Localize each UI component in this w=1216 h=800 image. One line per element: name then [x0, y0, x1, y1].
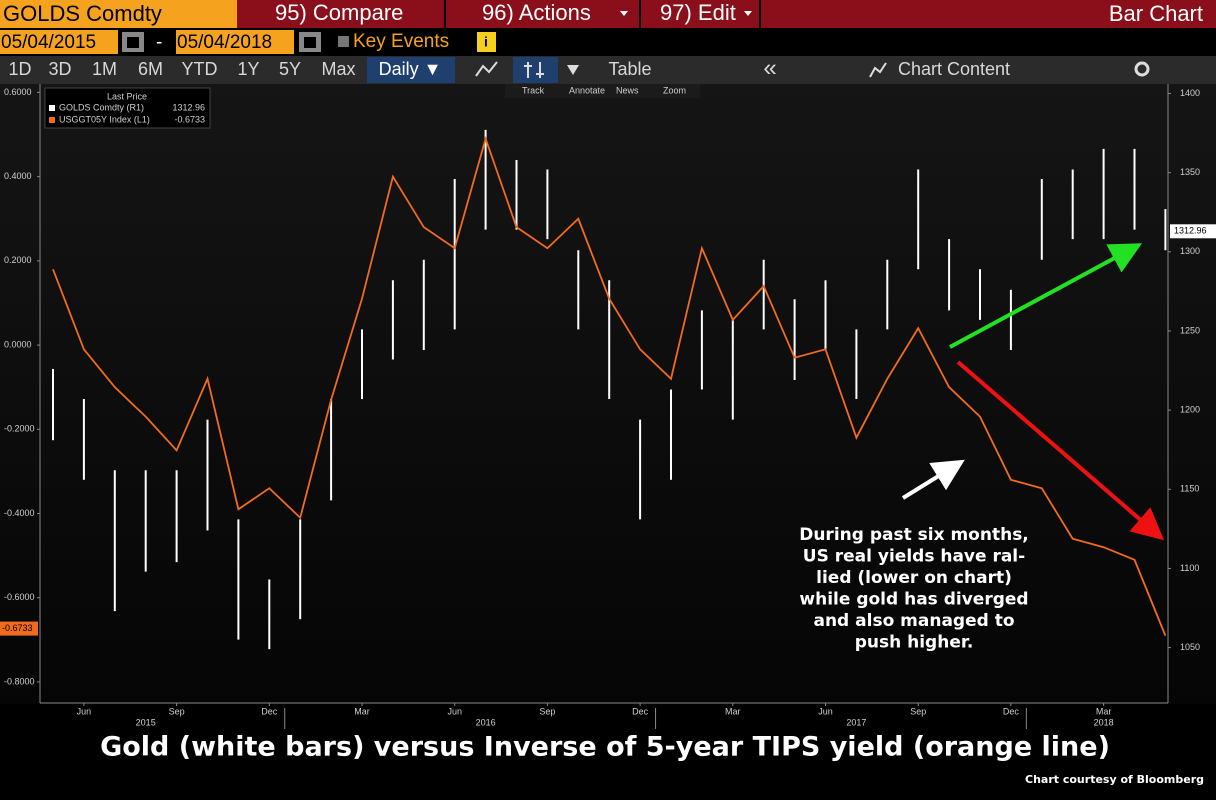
x-tick-label: Dec	[1003, 706, 1020, 716]
chart-content-button[interactable]: Chart Content	[898, 59, 1010, 79]
last-value-tag	[1170, 224, 1216, 239]
chart-tool[interactable]: News	[616, 85, 639, 95]
start-date[interactable]: 05/04/2015	[1, 32, 96, 53]
period-tab[interactable]: 1D	[8, 59, 31, 79]
frequency[interactable]: Daily ▼	[379, 59, 442, 79]
legend-value: -0.6733	[174, 114, 205, 124]
actions-button[interactable]: 96) Actions	[482, 0, 591, 25]
x-year-label: 2016	[476, 717, 496, 727]
x-tick-label: Sep	[910, 706, 926, 716]
y2-tick-label: 1250	[1180, 325, 1200, 335]
security[interactable]: GOLDS Comdty	[3, 1, 162, 26]
y-tick-label: -0.8000	[4, 676, 35, 686]
chart-tool[interactable]: Annotate	[569, 85, 605, 95]
x-year-label: 2017	[846, 717, 866, 727]
legend	[44, 87, 211, 129]
y2-tick-label: 1050	[1180, 642, 1200, 652]
plot-background	[0, 84, 1216, 704]
date-separator: -	[156, 32, 162, 53]
y-tick-label: -0.6000	[4, 592, 35, 602]
period-tab[interactable]: 5Y	[279, 59, 301, 79]
end-date[interactable]: 05/04/2018	[177, 32, 272, 53]
x-tick-label: Dec	[632, 706, 649, 716]
y-tick-label: 0.0000	[4, 339, 32, 349]
svg-text:i: i	[484, 34, 488, 50]
legend-value: 1312.96	[172, 102, 205, 112]
y2-tick-label: 1400	[1180, 88, 1200, 98]
y2-tick-label: 1200	[1180, 404, 1200, 414]
yield-line	[52, 135, 1167, 636]
table-button[interactable]: Table	[608, 59, 651, 79]
x-tick-label: Dec	[261, 706, 278, 716]
period-tab[interactable]: 1M	[92, 59, 117, 79]
x-tick-label: Jun	[818, 706, 833, 716]
x-tick-label: Mar	[1096, 706, 1112, 716]
last-value-tag	[0, 621, 38, 636]
chart-tool[interactable]: Zoom	[663, 85, 686, 95]
period-tab[interactable]: 6M	[138, 59, 163, 79]
period-tab[interactable]: 3D	[48, 59, 71, 79]
x-tick-label: Sep	[539, 706, 555, 716]
annotation-line: while gold has diverged	[799, 590, 1028, 610]
end-date-box[interactable]	[176, 30, 294, 54]
annotation-line: push higher.	[855, 633, 974, 653]
legend-label: GOLDS Comdty (R1)	[59, 102, 144, 112]
x-tick-label: Mar	[725, 706, 741, 716]
y-tick-label: 0.6000	[4, 87, 32, 97]
annotation-line: US real yields have ral-	[803, 547, 1025, 567]
legend-label: USGGT05Y Index (L1)	[59, 114, 150, 124]
y2-tick-label: 1300	[1180, 246, 1200, 256]
x-year-label: 2018	[1094, 717, 1114, 727]
legend-title: Last Price	[107, 91, 147, 101]
annotation-line: During past six months,	[799, 525, 1029, 545]
y2-tick-label: 1100	[1180, 563, 1199, 573]
y-tick-label: 0.2000	[4, 255, 32, 265]
legend-swatch	[49, 105, 55, 111]
x-tick-label: Sep	[169, 706, 185, 716]
period-tab[interactable]: YTD	[182, 59, 218, 79]
x-year-label: 2015	[136, 717, 156, 727]
x-tick-label: Jun	[77, 706, 92, 716]
legend-swatch	[49, 117, 55, 123]
period-tab[interactable]: Max	[321, 59, 355, 79]
y2-tick-label: 1150	[1180, 484, 1199, 494]
y-tick-label: 0.4000	[4, 171, 32, 181]
chart-title: Gold (white bars) versus Inverse of 5-ye…	[100, 732, 1110, 763]
last-value-label: 1312.96	[1174, 226, 1207, 236]
x-tick-label: Jun	[447, 706, 462, 716]
green-arrow	[949, 243, 1143, 349]
period-tab[interactable]: 1Y	[237, 59, 259, 79]
chart-tool[interactable]: Track	[522, 85, 545, 95]
y2-tick-label: 1350	[1180, 167, 1200, 177]
key-events[interactable]: Key Events	[353, 31, 449, 52]
tab-bar	[0, 56, 1216, 84]
function-name: Bar Chart	[1109, 1, 1203, 26]
annotation-line: lied (lower on chart)	[816, 568, 1012, 588]
edit-button[interactable]: 97) Edit	[660, 0, 736, 25]
red-arrow	[956, 360, 1165, 541]
x-tick-label: Mar	[354, 706, 370, 716]
compare-button[interactable]: 95) Compare	[275, 0, 403, 25]
start-date-box[interactable]	[0, 30, 118, 54]
settings-icon[interactable]	[1134, 61, 1150, 77]
white-arrow	[901, 459, 965, 500]
collapse-button[interactable]: «	[763, 54, 776, 81]
annotation-line: and also managed to	[813, 611, 1014, 631]
last-value-label: -0.6733	[2, 623, 33, 633]
security-box[interactable]	[0, 0, 237, 28]
source: Chart courtesy of Bloomberg	[1025, 773, 1204, 786]
y-tick-label: -0.4000	[4, 508, 35, 518]
y-tick-label: -0.2000	[4, 424, 35, 434]
